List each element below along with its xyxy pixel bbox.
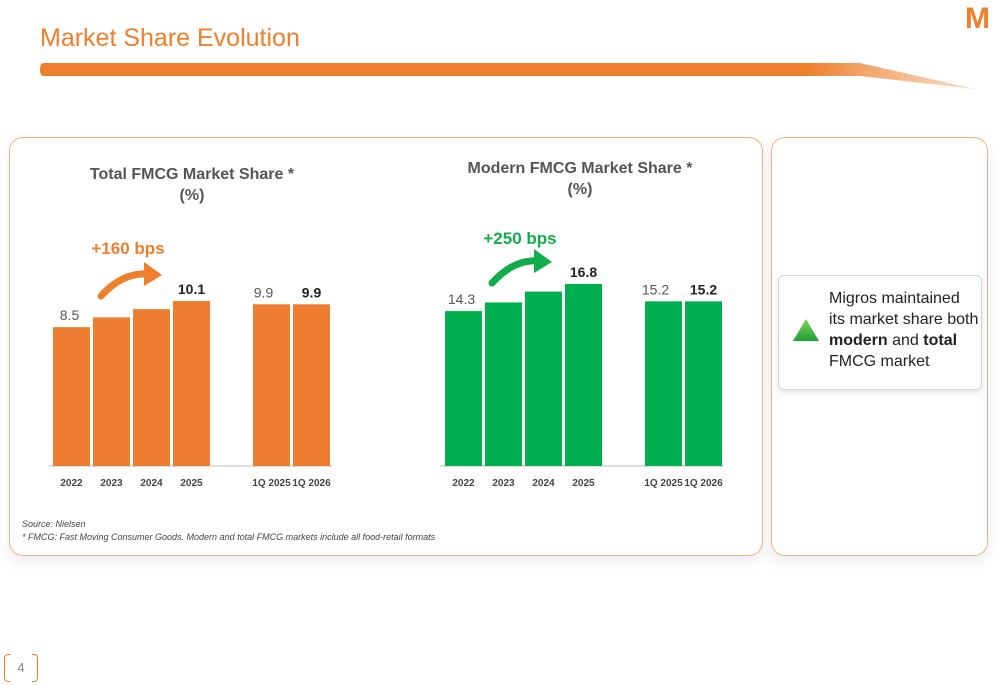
total-bar-2022 [53, 327, 90, 466]
total-data-label-1Q-2026: 9.9 [302, 284, 322, 300]
total-chart-subtitle: (%) [179, 187, 205, 204]
total-tick-1Q-2026: 1Q 2026 [292, 478, 331, 489]
modern-bar-2025 [565, 284, 602, 466]
modern-bar-2024 [525, 291, 562, 466]
charts-panel [9, 137, 763, 556]
page-title: Market Share Evolution [40, 24, 300, 52]
modern-growth-annotation: +250 bps [483, 229, 556, 248]
total-growth-annotation: +160 bps [91, 239, 164, 258]
total-tick-2024: 2024 [140, 478, 163, 489]
modern-tick-2022: 2022 [452, 478, 475, 489]
total-tick-2023: 2023 [100, 478, 123, 489]
modern-tick-2024: 2024 [532, 478, 555, 489]
modern-data-label-1Q-2025: 15.2 [642, 281, 669, 297]
modern-chart-subtitle: (%) [567, 181, 593, 198]
total-data-label-1Q-2025: 9.9 [254, 284, 274, 300]
footnotes: Source: Nielsen * FMCG: Fast Moving Cons… [22, 518, 435, 544]
callout-bold-total: total [923, 332, 958, 349]
total-bar-2023 [93, 317, 130, 466]
page-number-text: 4 [17, 660, 25, 675]
total-bar-1Q-2025 [253, 304, 290, 466]
total-growth-arrow-icon [97, 270, 152, 300]
modern-bar-1Q-2026 [685, 301, 722, 466]
migros-logo: M [965, 2, 990, 35]
total-tick-2025: 2025 [180, 478, 203, 489]
total-chart-title-text: Total FMCG Market Share * [89, 166, 295, 183]
modern-growth-arrowhead-icon [534, 249, 552, 273]
modern-data-label-1Q-2026: 15.2 [690, 281, 717, 297]
total-bar-2024 [133, 309, 170, 466]
modern-bar-2023 [485, 302, 522, 466]
source-note: Source: Nielsen [22, 519, 86, 529]
modern-tick-1Q-2026: 1Q 2026 [684, 478, 723, 489]
callout-line1: Migros maintained its market share both [829, 290, 979, 328]
up-triangle-icon [793, 319, 819, 341]
callout-line2: FMCG market [829, 353, 930, 370]
total-growth-arrowhead-icon [144, 262, 162, 286]
title-underline-bar [40, 63, 975, 89]
fmcg-footnote: * FMCG: Fast Moving Consumer Goods. Mode… [22, 532, 436, 542]
total-data-label-2025: 10.1 [178, 281, 205, 297]
modern-data-label-2025: 16.8 [570, 264, 597, 280]
callout-and: and [892, 332, 919, 349]
modern-tick-1Q-2025: 1Q 2025 [644, 478, 683, 489]
summary-callout: Migros maintained its market share both … [778, 275, 982, 390]
callout-bold-modern: modern [829, 332, 888, 349]
page-number: 4 [4, 654, 38, 682]
callout-text: Migros maintained its market share both … [829, 288, 979, 372]
modern-tick-2023: 2023 [492, 478, 515, 489]
modern-bar-2022 [445, 311, 482, 466]
total-bar-2025 [173, 301, 210, 466]
modern-growth-arrow-icon [488, 257, 542, 287]
modern-data-label-2022: 14.3 [448, 291, 475, 307]
total-bar-1Q-2026 [293, 304, 330, 466]
modern-bar-1Q-2025 [645, 301, 682, 466]
modern-tick-2025: 2025 [572, 478, 595, 489]
modern-chart-title: Modern FMCG Market Share * (%) [445, 158, 715, 200]
total-tick-2022: 2022 [60, 478, 83, 489]
total-tick-1Q-2025: 1Q 2025 [252, 478, 291, 489]
modern-chart-title-text: Modern FMCG Market Share * [467, 160, 693, 177]
total-data-label-2022: 8.5 [60, 307, 80, 323]
total-chart-title: Total FMCG Market Share * (%) [52, 164, 332, 206]
